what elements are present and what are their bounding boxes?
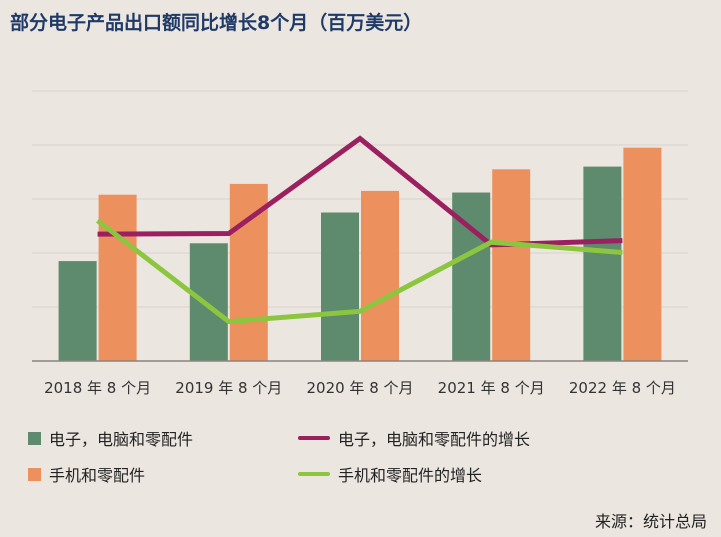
legend-swatch-electronics <box>28 431 41 445</box>
legend-item-electronics: 电子，电脑和零配件 <box>28 426 193 450</box>
chart-area: 2018 年 8 个月 2019 年 8 个月 2020 年 8 个月 2021 年 … <box>32 90 688 397</box>
bar-electronics-4 <box>583 166 622 361</box>
bar-electronics-2 <box>321 212 359 361</box>
x-tick-label-0: 2018 年 8 个月 <box>44 379 151 397</box>
legend-swatch-phones <box>28 467 41 481</box>
x-tick-label-2: 2020 年 8 个月 <box>306 379 413 397</box>
bar-phones-0 <box>98 194 137 361</box>
bar-phones-4 <box>623 147 662 361</box>
legend-item-electronics-growth: 电子，电脑和零配件的增长 <box>298 426 530 450</box>
legend-label-electronics-growth: 电子，电脑和零配件的增长 <box>338 430 531 449</box>
x-tick-label-3: 2021 年 8 个月 <box>438 379 545 397</box>
line-electronics-growth <box>97 135 623 248</box>
x-tick-label-4: 2022 年 8 个月 <box>569 379 676 397</box>
legend-label-phones-growth: 手机和零配件的增长 <box>338 466 483 485</box>
bar-electronics-0 <box>58 261 97 361</box>
legend-label-electronics: 电子，电脑和零配件 <box>49 430 194 449</box>
legend-label-phones: 手机和零配件 <box>49 466 146 485</box>
x-tick-label-1: 2019 年 8 个月 <box>175 379 282 397</box>
legend-line-electronics-growth <box>298 436 330 440</box>
bar-phones-3 <box>492 169 531 361</box>
legend-item-phones: 手机和零配件 <box>28 462 145 486</box>
legend-item-phones-growth: 手机和零配件的增长 <box>298 462 482 486</box>
bar-phones-1 <box>229 183 268 361</box>
source-note: 来源：统计总局 <box>594 512 707 531</box>
chart-title: 部分电子产品出口额同比增长8个月（百万美元） <box>10 12 423 34</box>
legend: 电子，电脑和零配件 电子，电脑和零配件的增长 手机和零配件 手机和零配件的增长 <box>22 420 662 490</box>
legend-line-phones-growth <box>298 472 330 476</box>
bar-electronics-1 <box>189 243 228 361</box>
bar-phones-2 <box>361 190 399 361</box>
line-phones-growth <box>96 218 623 325</box>
